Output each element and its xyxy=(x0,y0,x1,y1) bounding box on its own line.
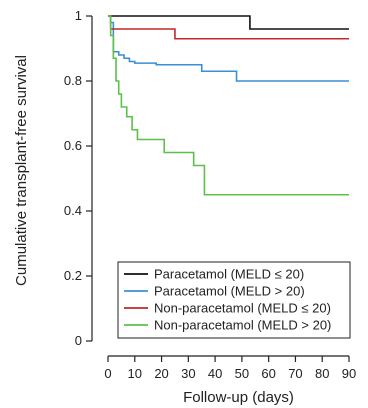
series-layer xyxy=(108,15,349,196)
x-tick-label: 40 xyxy=(208,366,222,381)
series-line-non-paracetamol-meld-20 xyxy=(108,15,349,40)
x-tick-label: 70 xyxy=(288,366,302,381)
x-tick-label: 60 xyxy=(261,366,275,381)
x-tick-label: 50 xyxy=(235,366,249,381)
x-tick-label: 10 xyxy=(128,366,142,381)
x-tick-label: 0 xyxy=(104,366,111,381)
y-tick-label: 0.6 xyxy=(64,138,82,153)
chart-axes: 00.20.40.60.810 10 20 30 40 50 60 70 80 90 xyxy=(64,8,356,381)
y-tick-label: 0.2 xyxy=(64,268,82,283)
legend-entry: Paracetamol (MELD ≤ 20) xyxy=(154,267,304,282)
legend: Paracetamol (MELD ≤ 20) Paracetamol (MELD… xyxy=(117,261,351,339)
legend-entry: Non-paracetamol (MELD ≤ 20) xyxy=(154,301,331,316)
legend-entry: Non-paracetamol (MELD > 20) xyxy=(154,318,331,333)
legend-entry: Paracetamol (MELD > 20) xyxy=(154,284,305,299)
x-tick-label: 80 xyxy=(315,366,329,381)
series-line-paracetamol-meld-20 xyxy=(108,15,349,82)
legend-box xyxy=(117,261,351,339)
x-tick-label: 90 xyxy=(342,366,356,381)
y-tick-label: 0.4 xyxy=(64,203,82,218)
x-tick-label: 20 xyxy=(154,366,168,381)
y-axis-title: Cumulative transplant-free survival xyxy=(13,55,30,286)
y-tick-label: 0.8 xyxy=(64,73,82,88)
series-line-non-paracetamol-meld-20 xyxy=(108,15,349,196)
x-axis-title: Follow-up (days) xyxy=(183,389,294,406)
y-tick-label: 0 xyxy=(75,333,82,348)
x-tick-label: 30 xyxy=(181,366,195,381)
y-tick-label: 1 xyxy=(75,8,82,23)
series-line-paracetamol-meld-20 xyxy=(108,15,349,30)
